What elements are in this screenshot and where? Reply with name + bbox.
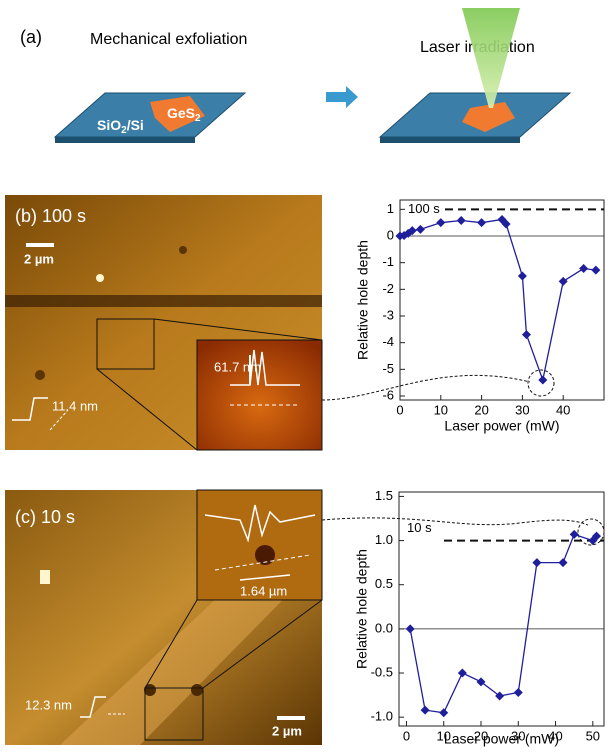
- y-tick-label: -1: [382, 254, 394, 269]
- scale-bar: [26, 243, 54, 247]
- data-point: [570, 530, 579, 539]
- x-tick-label: 50: [586, 728, 600, 743]
- y-tick-label: -4: [382, 334, 394, 349]
- link: [322, 518, 588, 525]
- plot-frame: [400, 200, 604, 400]
- afm-feature: [35, 370, 45, 380]
- step-height: 11.4 nm: [52, 398, 98, 413]
- y-tick-label: -3: [382, 307, 394, 322]
- x-tick-label: 10: [434, 402, 448, 417]
- inset-width: 1.64 µm: [240, 583, 287, 598]
- afm-feature: [96, 274, 104, 282]
- x-tick-label: 30: [515, 402, 529, 417]
- y-tick-label: -2: [382, 281, 394, 296]
- y-tick-label: -0.5: [371, 664, 393, 679]
- y-tick-label: 1.5: [375, 488, 393, 503]
- x-axis-label: Laser power (mW): [444, 418, 559, 434]
- scale-bar-label: 2 µm: [24, 251, 54, 266]
- inset-height: 61.7 nm: [214, 359, 261, 374]
- y-axis-label: Relative hole depth: [355, 240, 371, 360]
- step-title: Mechanical exfoliation: [90, 31, 247, 48]
- figure: (a) Mechanical exfoliation Laser irradia…: [0, 0, 610, 747]
- y-tick-label: 1: [387, 201, 394, 216]
- y-tick-label: -5: [382, 361, 394, 376]
- y-tick-label: 0.0: [375, 620, 393, 635]
- y-tick-label: -1.0: [371, 709, 393, 724]
- step-height: 12.3 nm: [25, 697, 72, 712]
- x-tick-label: 0: [403, 728, 410, 743]
- data-point: [514, 688, 523, 697]
- substrate-edge: [380, 137, 520, 143]
- data-point: [559, 558, 568, 567]
- data-point: [591, 266, 600, 275]
- afm-feature: [40, 570, 50, 584]
- data-point: [458, 669, 467, 678]
- scale-bar-label: 2 µm: [272, 723, 302, 738]
- reference-label: 100 s: [408, 201, 440, 216]
- x-tick-label: 20: [474, 402, 488, 417]
- data-point: [559, 277, 568, 286]
- data-point: [579, 264, 588, 273]
- text: GeS: [167, 105, 195, 121]
- x-tick-label: 40: [556, 402, 570, 417]
- data-point: [439, 708, 448, 717]
- data-point: [436, 218, 445, 227]
- data-point: [477, 218, 486, 227]
- x-tick-label: 0: [396, 402, 403, 417]
- data-point: [406, 624, 415, 633]
- panel-label: (a): [20, 27, 42, 47]
- afm-feature: [191, 684, 203, 696]
- series-line: [410, 534, 596, 712]
- reference-label: 10 s: [407, 520, 432, 535]
- substrate: [55, 93, 245, 137]
- y-axis-label: Relative hole depth: [354, 549, 370, 669]
- y-tick-label: 1.0: [375, 532, 393, 547]
- afm-inset: [197, 340, 322, 450]
- y-tick-label: 0: [387, 227, 394, 242]
- afm-feature: [179, 246, 187, 254]
- link: [322, 375, 530, 400]
- data-point: [538, 376, 547, 385]
- data-point: [457, 216, 466, 225]
- scale-bar: [277, 716, 305, 720]
- series-line: [400, 219, 596, 380]
- y-tick-label: -6: [382, 387, 394, 402]
- data-point: [522, 330, 531, 339]
- data-point: [416, 225, 425, 234]
- panel-label: (b) 100 s: [15, 206, 86, 226]
- y-tick-label: 0.5: [375, 576, 393, 591]
- x-axis-label: Laser power (mW): [444, 731, 559, 747]
- data-point: [518, 272, 527, 281]
- panel-label: (c) 10 s: [15, 507, 75, 527]
- substrate-edge: [55, 137, 195, 143]
- data-point: [421, 706, 430, 715]
- text: 2: [195, 113, 201, 124]
- arrow: [326, 86, 358, 108]
- text: SiO: [97, 117, 121, 133]
- text: /Si: [127, 117, 144, 133]
- afm-feature: [5, 295, 322, 307]
- data-point: [532, 558, 541, 567]
